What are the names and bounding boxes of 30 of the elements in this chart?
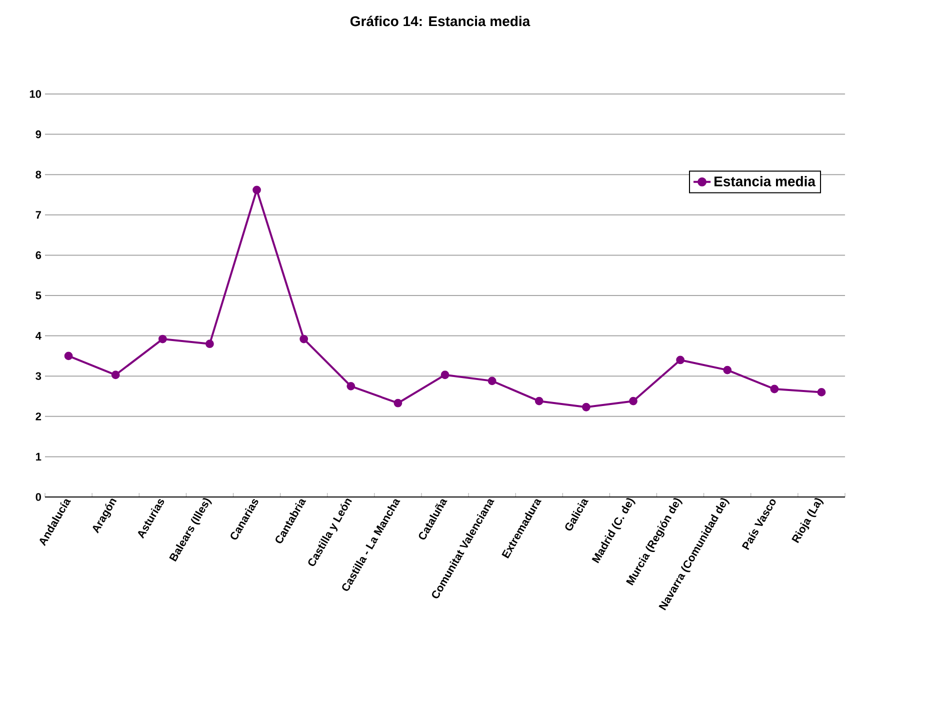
point — [440, 370, 450, 380]
point — [300, 334, 308, 344]
y-tick-label: 6 — [36, 251, 42, 260]
y-tick-label: 1 — [36, 452, 42, 460]
point — [582, 402, 590, 412]
legend-label: Estancia media — [714, 176, 816, 186]
y-tick-label: 4 — [36, 332, 42, 340]
point — [817, 388, 826, 396]
point — [723, 366, 732, 374]
y-tick-label: 5 — [36, 292, 42, 300]
point — [158, 334, 167, 344]
point — [770, 384, 779, 394]
point — [676, 356, 685, 364]
y-tick-label: 10 — [30, 90, 42, 98]
point — [346, 382, 356, 390]
y-tick-label: 3 — [36, 372, 42, 380]
point — [394, 398, 402, 408]
y-tick-label: 7 — [36, 211, 41, 219]
point — [534, 396, 544, 406]
point — [111, 370, 120, 380]
y-tick-label: 2 — [36, 412, 42, 420]
point — [488, 376, 496, 386]
point — [206, 340, 214, 348]
point — [629, 396, 638, 406]
y-tick-label: 0 — [36, 493, 42, 501]
point — [64, 352, 73, 360]
y-tick-label: 8 — [36, 170, 42, 178]
y-tick-label: 9 — [36, 130, 42, 138]
point — [252, 186, 261, 194]
chart-title: Gráfico 14: Estancia media — [350, 16, 530, 26]
